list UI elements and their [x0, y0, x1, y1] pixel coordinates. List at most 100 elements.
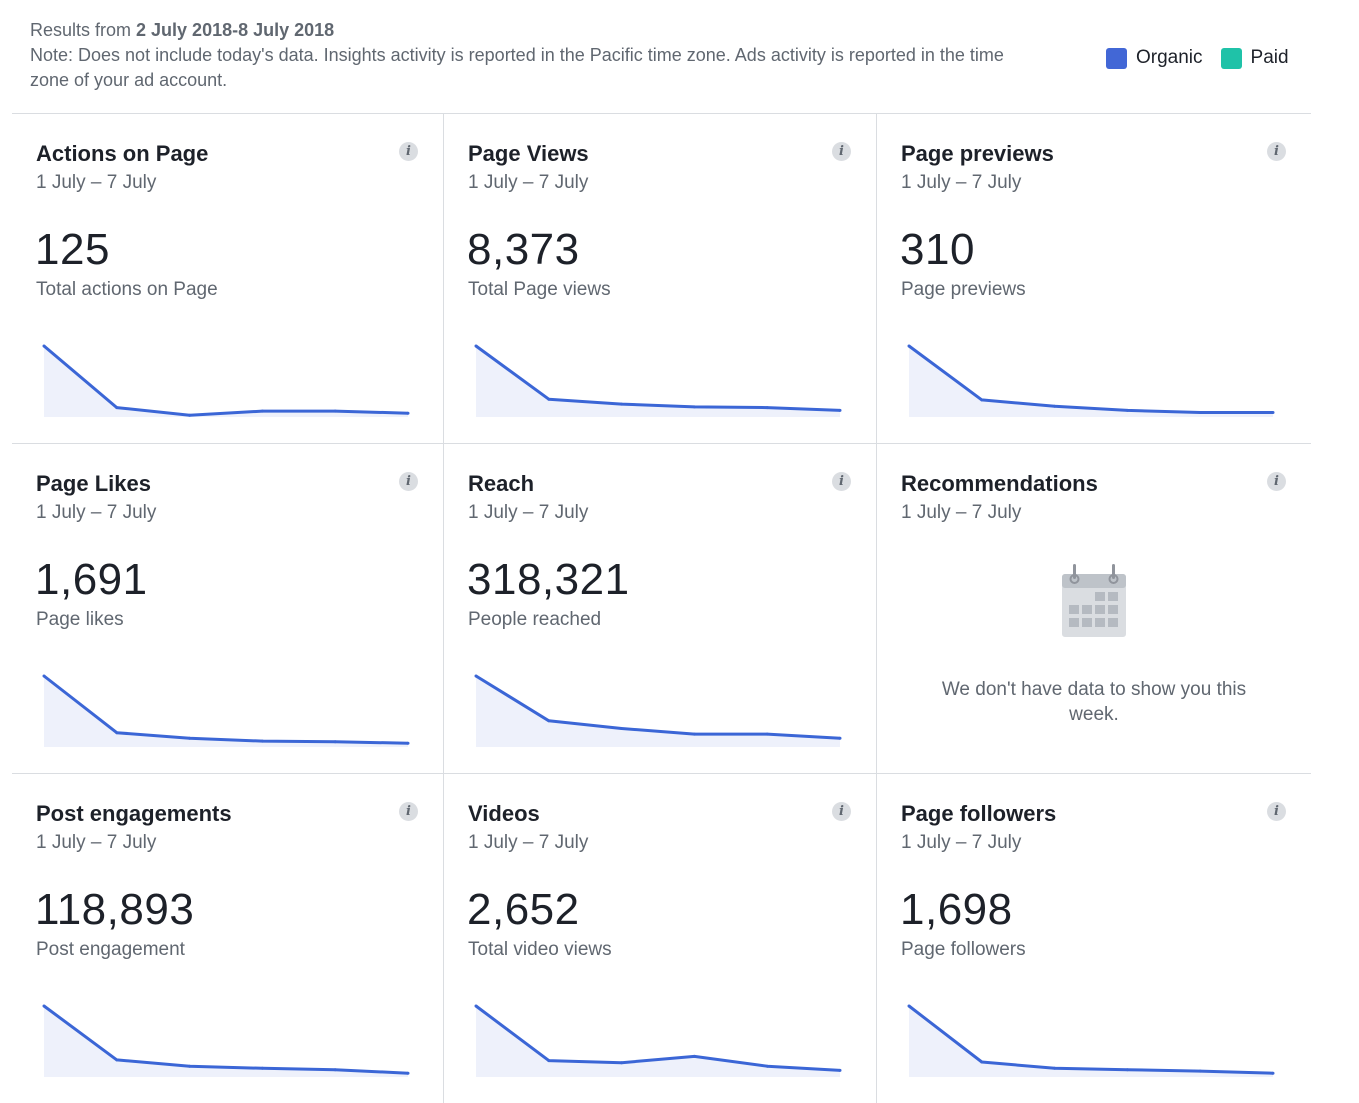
sparkline-point: [406, 411, 410, 415]
card-caption: Total actions on Page: [36, 279, 218, 300]
card-title: Actions on Page: [36, 141, 209, 166]
card-value: 310: [900, 225, 975, 274]
card-title: Videos: [468, 801, 540, 826]
sparkline-point: [1125, 408, 1129, 412]
legend-label-paid: Paid: [1250, 47, 1289, 68]
card-post-engagements[interactable]: Post engagements 1 July – 7 July i 118,8…: [12, 774, 444, 1103]
sparkline-point: [907, 344, 911, 348]
card-recommendations[interactable]: Recommendations 1 July – 7 July i We don…: [877, 444, 1311, 774]
card-title: Post engagements: [36, 801, 232, 826]
card-actions-on-page[interactable]: Actions on Page 1 July – 7 July i 125 To…: [12, 114, 444, 444]
card-caption: Page followers: [901, 939, 1026, 960]
sparkline-point: [42, 674, 46, 678]
card-value: 1,698: [900, 885, 1013, 934]
empty-state: We don't have data to show you this week…: [877, 564, 1311, 727]
sparkline-point: [188, 1064, 192, 1068]
card-value: 318,321: [467, 555, 630, 604]
sparkline-point: [474, 344, 478, 348]
sparkline-point: [980, 1060, 984, 1064]
info-icon[interactable]: i: [1267, 802, 1286, 821]
sparkline-line: [43, 344, 409, 417]
card-caption: Post engagement: [36, 939, 185, 960]
legend-item-organic[interactable]: Organic: [1106, 47, 1203, 69]
sparkline-point: [1198, 411, 1202, 414]
sparkline-point: [260, 409, 264, 413]
sparkline-point: [765, 732, 769, 736]
card-videos[interactable]: Videos 1 July – 7 July i 2,652 Total vid…: [444, 774, 877, 1103]
card-date: 1 July – 7 July: [901, 502, 1022, 523]
sparkline-point: [333, 740, 337, 744]
sparkline-point: [620, 727, 624, 730]
sparkline-point: [1198, 1069, 1202, 1073]
card-date: 1 July – 7 July: [36, 832, 157, 853]
sparkline-point: [692, 732, 696, 736]
sparkline-point: [1053, 1066, 1057, 1070]
info-icon[interactable]: i: [399, 802, 418, 821]
sparkline-point: [333, 409, 337, 413]
card-caption: Page previews: [901, 279, 1026, 300]
card-date: 1 July – 7 July: [468, 172, 589, 193]
sparkline-point: [1271, 1071, 1275, 1075]
card-date: 1 July – 7 July: [901, 832, 1022, 853]
card-value: 2,652: [467, 885, 580, 934]
sparkline-point: [547, 397, 551, 401]
card-page-views[interactable]: Page Views 1 July – 7 July i 8,373 Total…: [444, 114, 877, 444]
sparkline-line: [475, 674, 841, 740]
card-page-likes[interactable]: Page Likes 1 July – 7 July i 1,691 Page …: [12, 444, 444, 774]
legend: Organic Paid: [1106, 47, 1289, 69]
legend-item-paid[interactable]: Paid: [1220, 47, 1289, 69]
sparkline-point: [474, 1004, 478, 1008]
info-icon[interactable]: i: [832, 472, 851, 491]
card-date: 1 July – 7 July: [36, 172, 157, 193]
sparkline-point: [765, 1064, 769, 1068]
card-value: 125: [35, 225, 110, 274]
card-page-followers[interactable]: Page followers 1 July – 7 July i 1,698 P…: [877, 774, 1311, 1103]
sparkline-area: [476, 676, 840, 747]
card-value: 1,691: [35, 555, 148, 604]
card-date: 1 July – 7 July: [36, 502, 157, 523]
card-page-previews[interactable]: Page previews 1 July – 7 July i 310 Page…: [877, 114, 1311, 444]
sparkline-point: [692, 405, 696, 409]
card-value: 8,373: [467, 225, 580, 274]
sparkline-point: [42, 1004, 46, 1008]
sparkline: [474, 344, 842, 417]
sparkline-point: [42, 344, 46, 348]
sparkline-point: [547, 719, 551, 723]
info-icon[interactable]: i: [1267, 142, 1286, 161]
sparkline-point: [474, 674, 478, 678]
metrics-grid: Actions on Page 1 July – 7 July i 125 To…: [12, 113, 1311, 1103]
info-icon[interactable]: i: [832, 142, 851, 161]
sparkline-point: [406, 741, 410, 745]
sparkline: [907, 1004, 1275, 1077]
sparkline-line: [43, 1004, 409, 1075]
sparkline-point: [1271, 411, 1275, 414]
sparkline: [42, 344, 410, 417]
sparkline-area: [44, 346, 408, 417]
card-reach[interactable]: Reach 1 July – 7 July i 318,321 People r…: [444, 444, 877, 774]
info-icon[interactable]: i: [399, 472, 418, 491]
info-icon[interactable]: i: [832, 802, 851, 821]
card-date: 1 July – 7 July: [468, 832, 589, 853]
sparkline-area: [909, 346, 1273, 417]
empty-message: We don't have data to show you this week…: [941, 679, 1247, 725]
sparkline-point: [333, 1068, 337, 1072]
timezone-note: Note: Does not include today's data. Ins…: [30, 45, 1004, 90]
sparkline-point: [1053, 404, 1057, 408]
card-value: 118,893: [35, 885, 195, 934]
card-caption: People reached: [468, 609, 602, 630]
info-icon[interactable]: i: [399, 142, 418, 161]
results-range: Results from 2 July 2018-8 July 2018: [30, 18, 1040, 43]
sparkline-area: [44, 676, 408, 747]
card-title: Page Views: [468, 141, 589, 166]
calendar-icon: [1062, 564, 1126, 637]
card-title: Page previews: [901, 141, 1054, 166]
sparkline-point: [115, 1058, 119, 1062]
sparkline-point: [1125, 1068, 1129, 1072]
info-icon[interactable]: i: [1267, 472, 1286, 491]
date-range: 2 July 2018-8 July 2018: [136, 20, 335, 40]
sparkline-line: [475, 1004, 841, 1072]
sparkline-point: [260, 1066, 264, 1070]
card-title: Recommendations: [901, 471, 1098, 496]
card-date: 1 July – 7 July: [468, 502, 589, 523]
card-caption: Total video views: [468, 939, 612, 960]
